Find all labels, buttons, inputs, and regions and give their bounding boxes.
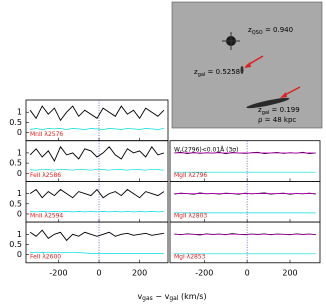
panel-label: FeII λ2600 xyxy=(30,253,61,260)
galaxy-image: zQSO = 0.940 zgal = 0.5258 zgal = 0.199 … xyxy=(171,1,323,129)
y-tick-label: 0 xyxy=(17,209,22,218)
panel-label: MgII λ2796 xyxy=(174,172,207,179)
spectrum-line xyxy=(29,229,164,242)
x-tick-label: -200 xyxy=(49,268,67,277)
spectrum-line xyxy=(30,128,164,130)
arrow-head xyxy=(244,62,251,68)
gal-label: zgal = 0.199 xyxy=(258,106,300,116)
y-tick-label: 1 xyxy=(17,148,22,157)
rho-label: ρ = 48 kpc xyxy=(258,116,296,124)
y-tick-label: 0.5 xyxy=(9,159,22,168)
panel-label: MgI λ2853 xyxy=(174,253,206,260)
y-tick-label: 0.5 xyxy=(9,240,22,249)
panel: 00.5 1 FeII λ2586 xyxy=(9,140,169,182)
panel-label: MnII λ2576 xyxy=(30,131,63,138)
x-tick-label: 200 xyxy=(132,268,147,277)
annotation-sub: r xyxy=(180,149,182,155)
spectrum-line xyxy=(29,145,165,162)
panel: MgII λ2803 xyxy=(169,180,321,223)
x-axis-label: vgas − vgal (km/s) xyxy=(137,292,206,302)
x-tick-label: 0 xyxy=(245,268,250,277)
panel: 00.51 MnII λ2576 xyxy=(9,99,169,142)
y-tick-label: 0.5 xyxy=(9,199,22,208)
y-tick-label: 0 xyxy=(17,250,22,259)
spectrum-line xyxy=(30,251,164,254)
galaxy xyxy=(246,97,290,109)
arrow-head xyxy=(280,92,287,98)
y-tick-label: 0 xyxy=(17,169,22,178)
annotation-text: (2796)<0.01Å (3σ) xyxy=(182,146,239,153)
spectrum-line xyxy=(29,105,165,122)
y-tick-label: 1 xyxy=(17,189,22,198)
x-tick-label: 0 xyxy=(96,268,101,277)
panel-label: MgII λ2803 xyxy=(174,213,207,220)
galaxy xyxy=(240,66,244,74)
panel: -200 0 200 MgI λ2853 xyxy=(169,221,321,277)
annotation-text: W xyxy=(174,146,180,153)
panel: 00.51 MnII λ2594 xyxy=(9,180,169,223)
gal-label: zgal = 0.5258 xyxy=(194,68,240,78)
panel-label: FeII λ2586 xyxy=(30,172,61,179)
spectrum-line xyxy=(29,188,165,199)
y-tick-label: 1 xyxy=(17,108,22,117)
qso-label: zQSO = 0.940 xyxy=(248,26,293,36)
y-tick-label: 0.5 xyxy=(9,118,22,127)
panel-frame xyxy=(25,221,169,264)
y-tick-label: 1 xyxy=(17,230,22,239)
x-tick-label: 200 xyxy=(282,268,297,277)
panel-annotation: Wr(2796)<0.01Å (3σ) xyxy=(174,146,238,155)
x-tick-label: -200 xyxy=(195,268,213,277)
y-tick-label: 0 xyxy=(17,128,22,137)
panel: MgII λ2796 Wr(2796)<0.01Å (3σ) xyxy=(169,140,321,182)
panel-frame xyxy=(169,221,321,264)
panel-label: MnII λ2594 xyxy=(30,213,63,220)
spectrum-line xyxy=(30,168,164,171)
